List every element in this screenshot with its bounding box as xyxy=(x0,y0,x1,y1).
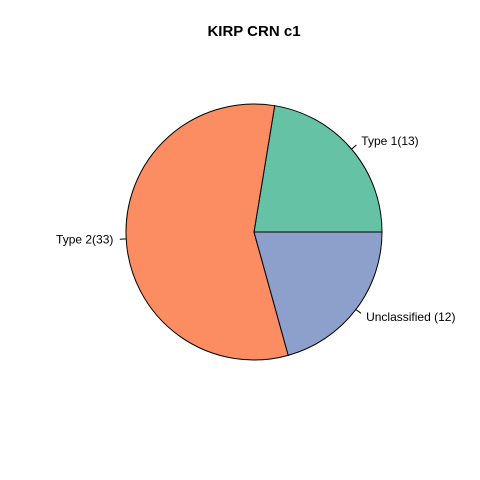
pie-slice-2 xyxy=(125,103,289,361)
pie-leader-line-3 xyxy=(355,309,362,314)
chart-title: KIRP CRN c1 xyxy=(207,23,300,40)
pie-slice-3 xyxy=(253,231,383,356)
pie-slice-label-2: Type 2(33) xyxy=(56,233,113,247)
pie-labels: Type 1(13) Type 2(33) Unclassified (12) xyxy=(56,134,455,324)
pie-slices xyxy=(125,103,383,361)
pie-slice-label-1: Type 1(13) xyxy=(361,134,418,148)
pie-leader-line-1 xyxy=(351,144,357,150)
pie-slice-1 xyxy=(253,105,383,233)
pie-slice-label-3: Unclassified (12) xyxy=(366,310,455,324)
